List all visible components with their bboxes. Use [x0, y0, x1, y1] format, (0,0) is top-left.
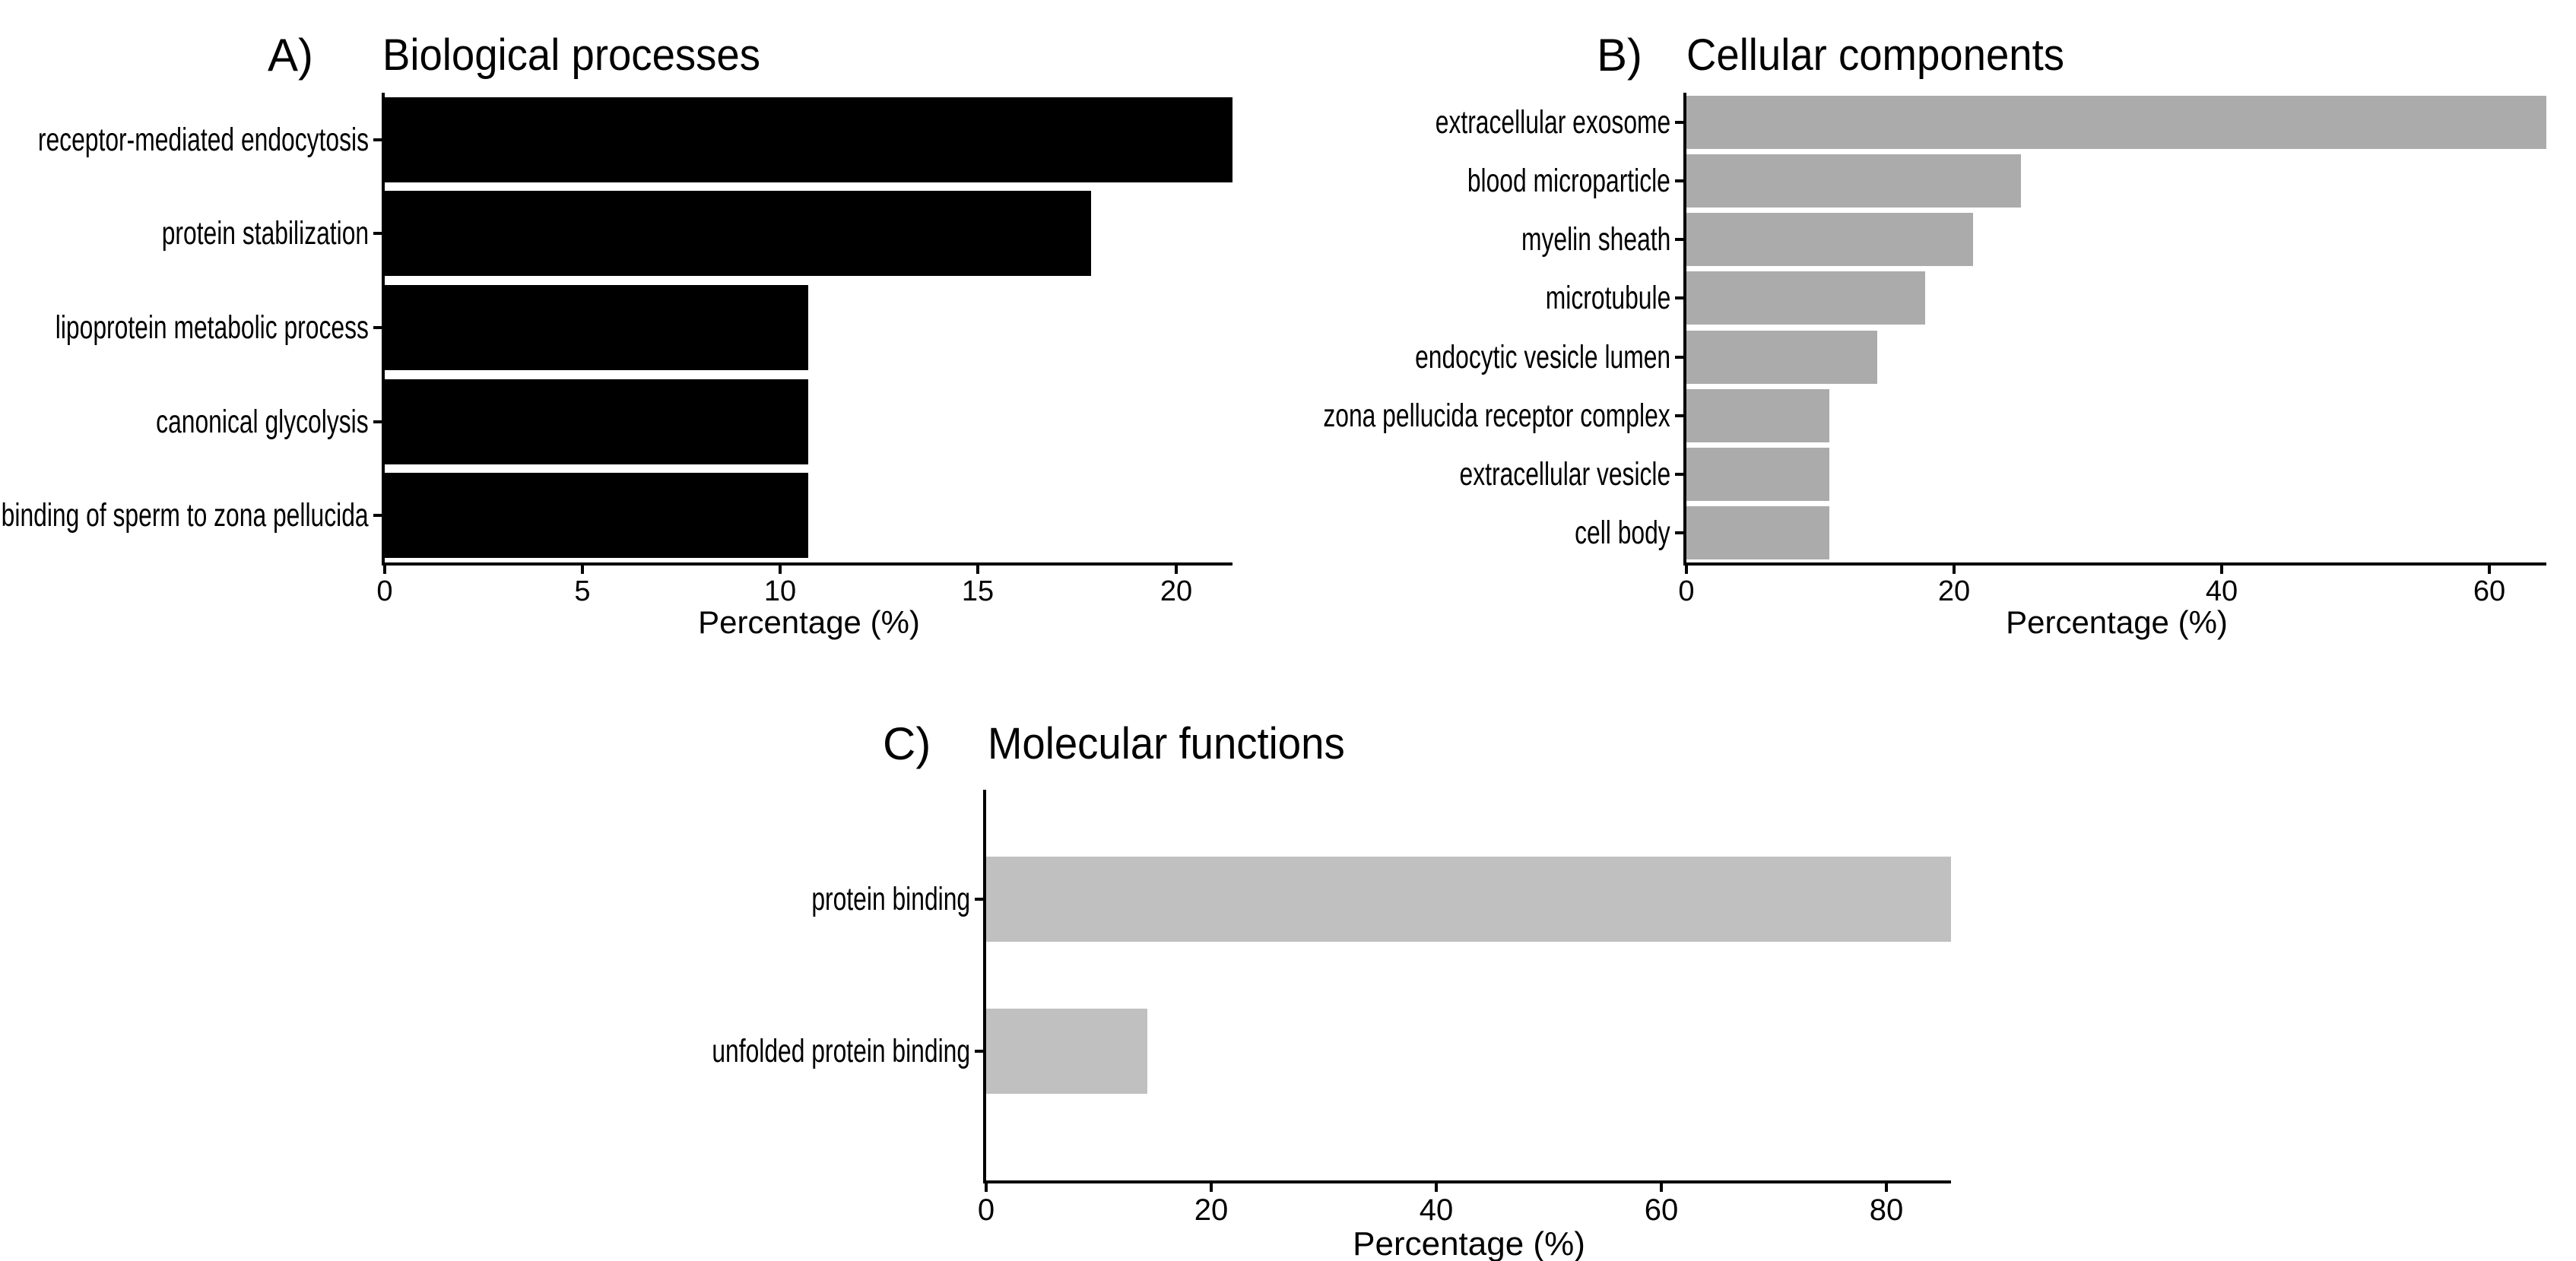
x-tick — [581, 566, 584, 574]
x-tick — [2488, 566, 2491, 574]
x-axis-title: Percentage (%) — [698, 604, 920, 640]
x-tick — [1685, 566, 1688, 574]
x-axis-title: Percentage (%) — [1353, 1225, 1585, 1261]
panel-letter-label: C) — [883, 718, 931, 769]
bar — [986, 1009, 1147, 1094]
bar — [1686, 506, 1830, 559]
x-tick-label: 10 — [763, 575, 797, 607]
x-tick-label: 20 — [1194, 1193, 1229, 1227]
category-label: protein binding — [811, 881, 970, 917]
panel-letter-label: B) — [1597, 30, 1642, 81]
x-tick-label: 0 — [376, 575, 393, 607]
category-label: cell body — [1575, 515, 1670, 551]
x-tick — [976, 566, 979, 574]
category-label: endocytic vesicle lumen — [1414, 339, 1670, 375]
category-label: extracellular vesicle — [1459, 456, 1670, 493]
y-tick — [373, 138, 382, 141]
bar — [986, 857, 1951, 942]
y-tick — [373, 420, 382, 423]
y-tick — [1675, 179, 1683, 182]
bar — [1686, 96, 2546, 149]
panel-title: Molecular functions — [988, 719, 1345, 768]
bar — [1686, 213, 1973, 266]
category-label: unfolded protein binding — [712, 1033, 970, 1069]
category-label: lipoprotein metabolic process — [55, 309, 369, 346]
x-tick-label: 40 — [1419, 1193, 1454, 1227]
bar — [385, 379, 809, 464]
panel-title: Cellular components — [1686, 30, 2064, 80]
y-tick — [1675, 356, 1683, 359]
bar — [385, 473, 809, 558]
bar — [385, 97, 1232, 182]
y-tick — [373, 232, 382, 235]
x-axis-title: Percentage (%) — [2006, 604, 2228, 640]
bar — [1686, 389, 1830, 442]
x-axis-line — [382, 562, 1232, 566]
x-tick — [2220, 566, 2223, 574]
x-tick-label: 15 — [961, 575, 995, 607]
category-label: blood microparticle — [1467, 163, 1670, 199]
y-tick — [1675, 414, 1683, 417]
y-tick — [373, 326, 382, 329]
x-axis-line — [1683, 562, 2546, 566]
category-label: binding of sperm to zona pellucida — [2, 497, 369, 534]
x-tick — [1953, 566, 1956, 574]
x-axis-line — [983, 1180, 1951, 1183]
y-tick — [1675, 296, 1683, 299]
x-tick-label: 60 — [2473, 575, 2506, 607]
x-tick — [1175, 566, 1178, 574]
x-tick-label: 20 — [1937, 575, 1971, 607]
x-tick-label: 0 — [977, 1193, 995, 1227]
category-label: zona pellucida receptor complex — [1323, 398, 1670, 434]
y-tick — [1675, 121, 1683, 124]
x-tick — [383, 566, 386, 574]
panel-title: Biological processes — [382, 30, 760, 80]
y-tick — [1675, 531, 1683, 534]
x-tick — [1435, 1183, 1438, 1192]
y-tick — [1675, 238, 1683, 241]
bar — [385, 191, 1092, 276]
y-axis-line — [983, 790, 986, 1183]
category-label: receptor-mediated endocytosis — [37, 122, 369, 158]
y-tick — [975, 898, 983, 901]
category-label: myelin sheath — [1521, 221, 1670, 258]
x-tick — [1210, 1183, 1213, 1192]
x-tick-label: 40 — [2205, 575, 2238, 607]
x-tick — [1660, 1183, 1663, 1192]
bar — [1686, 271, 1926, 325]
y-tick — [975, 1050, 983, 1053]
x-tick-label: 20 — [1160, 575, 1193, 607]
bar — [1686, 154, 2021, 208]
category-label: microtubule — [1545, 280, 1670, 316]
category-label: extracellular exosome — [1435, 104, 1670, 141]
plot-area — [1686, 93, 2546, 562]
x-tick-label: 0 — [1678, 575, 1695, 607]
panel-letter-label: A) — [268, 30, 313, 81]
plot-area — [385, 93, 1232, 562]
category-label: canonical glycolysis — [156, 404, 369, 440]
y-tick — [373, 514, 382, 517]
x-tick-label: 5 — [574, 575, 591, 607]
x-tick-label: 60 — [1644, 1193, 1679, 1227]
x-tick — [779, 566, 782, 574]
bar — [1686, 331, 1878, 384]
plot-area — [986, 790, 1951, 1180]
x-tick — [1885, 1183, 1888, 1192]
x-tick — [985, 1183, 988, 1192]
y-axis-line — [382, 93, 385, 566]
category-label: protein stabilization — [161, 215, 369, 252]
bar — [385, 285, 809, 370]
y-axis-line — [1683, 93, 1686, 566]
y-tick — [1675, 473, 1683, 476]
bar — [1686, 448, 1830, 501]
x-tick-label: 80 — [1869, 1193, 1904, 1227]
